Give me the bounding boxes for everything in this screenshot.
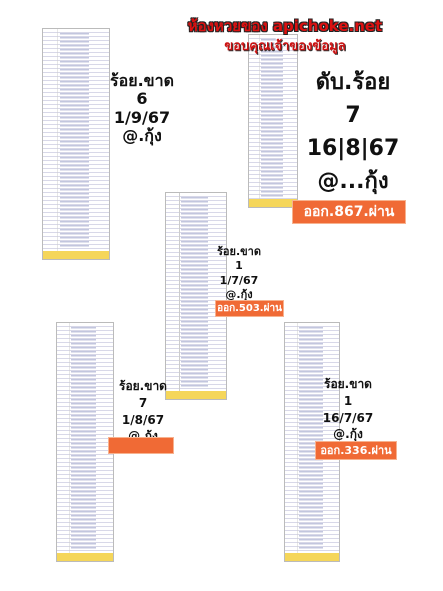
date: 1/9/67 bbox=[113, 107, 171, 127]
header-subtitle: ขอบคุณเจ้าของข้อมูล bbox=[224, 39, 346, 54]
spreadsheet bbox=[165, 192, 227, 400]
spreadsheet bbox=[248, 34, 298, 208]
panel-text: ร้อย.ขาด 1 16/7/67 @.กุ้ง bbox=[308, 376, 388, 443]
author: @.กุ้ง bbox=[333, 427, 363, 442]
date: 16/7/67 bbox=[322, 410, 374, 425]
result-badge: ออก.867.ผ่าน bbox=[292, 200, 406, 224]
result-badge bbox=[108, 437, 174, 454]
number: 7 bbox=[345, 103, 361, 128]
heading: ร้อย.ขาด bbox=[110, 71, 174, 90]
author: @.กุ้ง bbox=[122, 126, 162, 146]
header-title: ห้องหวยของ apichoke.net bbox=[187, 17, 383, 35]
date: 16|8|67 bbox=[306, 136, 400, 161]
heading: ร้อย.ขาด bbox=[324, 377, 372, 391]
result-badge: ออก.503.ผ่าน bbox=[215, 300, 284, 317]
spreadsheet bbox=[56, 322, 114, 562]
author: @...กุ้ง bbox=[317, 169, 389, 194]
heading: ร้อย.ขาด bbox=[119, 379, 167, 393]
result-badge: ออก.336.ผ่าน bbox=[315, 441, 397, 460]
number: 1 bbox=[235, 259, 243, 273]
date: 1/8/67 bbox=[121, 412, 165, 427]
heading: ร้อย.ขาด bbox=[217, 245, 261, 258]
panel-text: ร้อย.ขาด 1 1/7/67 @.กุ้ง bbox=[212, 245, 266, 302]
number: 1 bbox=[343, 393, 353, 408]
author: @.กุ้ง bbox=[225, 287, 253, 301]
number: 7 bbox=[138, 395, 148, 410]
date: 1/7/67 bbox=[219, 273, 259, 287]
number: 6 bbox=[136, 89, 148, 109]
spreadsheet bbox=[42, 28, 110, 260]
panel-text: ดับ.ร้อย 7 16|8|67 @...กุ้ง bbox=[298, 66, 408, 198]
panel-text: ร้อย.ขาด 6 1/9/67 @.กุ้ง bbox=[104, 71, 180, 146]
heading: ดับ.ร้อย bbox=[315, 70, 391, 95]
panel-text: ร้อย.ขาด 7 1/8/67 @.กุ้ง bbox=[110, 378, 176, 445]
